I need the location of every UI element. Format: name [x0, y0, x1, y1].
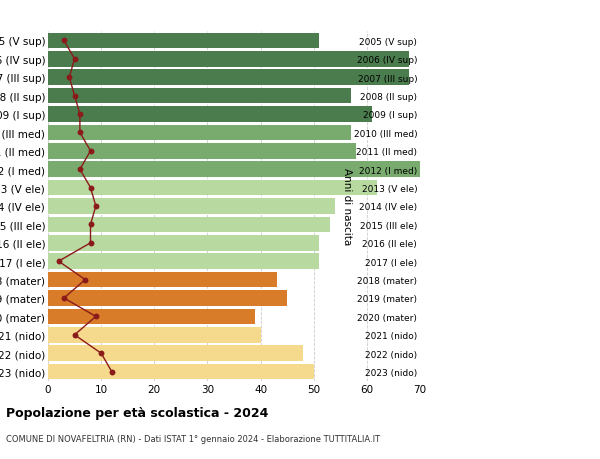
Bar: [48, 162, 420, 178]
Point: [59, 295, 69, 302]
Text: COMUNE DI NOVAFELTRIA (RN) - Dati ISTAT 1° gennaio 2024 - Elaborazione TUTTITALI: COMUNE DI NOVAFELTRIA (RN) - Dati ISTAT …: [6, 434, 380, 443]
Bar: [48, 217, 329, 233]
Point: [70, 56, 79, 63]
Bar: [48, 199, 335, 214]
Bar: [48, 327, 260, 343]
Text: Popolazione per età scolastica - 2024: Popolazione per età scolastica - 2024: [6, 406, 268, 419]
Point: [75, 111, 85, 118]
Bar: [48, 89, 351, 104]
Point: [54, 258, 64, 265]
Bar: [48, 70, 409, 86]
Point: [70, 93, 79, 100]
Point: [107, 368, 116, 375]
Bar: [48, 235, 319, 251]
Point: [64, 74, 74, 82]
Point: [75, 166, 85, 174]
Bar: [48, 34, 319, 49]
Point: [86, 221, 95, 229]
Point: [86, 185, 95, 192]
Point: [59, 38, 69, 45]
Point: [91, 313, 101, 320]
Point: [86, 148, 95, 155]
Point: [97, 350, 106, 357]
Bar: [48, 272, 277, 288]
Point: [80, 276, 90, 284]
Bar: [48, 346, 303, 361]
Bar: [48, 254, 319, 269]
Bar: [48, 144, 356, 159]
Bar: [48, 52, 409, 67]
Point: [75, 129, 85, 137]
Point: [86, 240, 95, 247]
Bar: [48, 107, 372, 123]
Y-axis label: Anni di nascita: Anni di nascita: [343, 168, 352, 245]
Bar: [48, 309, 255, 325]
Point: [91, 203, 101, 210]
Bar: [48, 180, 377, 196]
Bar: [48, 291, 287, 306]
Bar: [48, 364, 314, 380]
Bar: [48, 125, 351, 141]
Point: [70, 331, 79, 339]
